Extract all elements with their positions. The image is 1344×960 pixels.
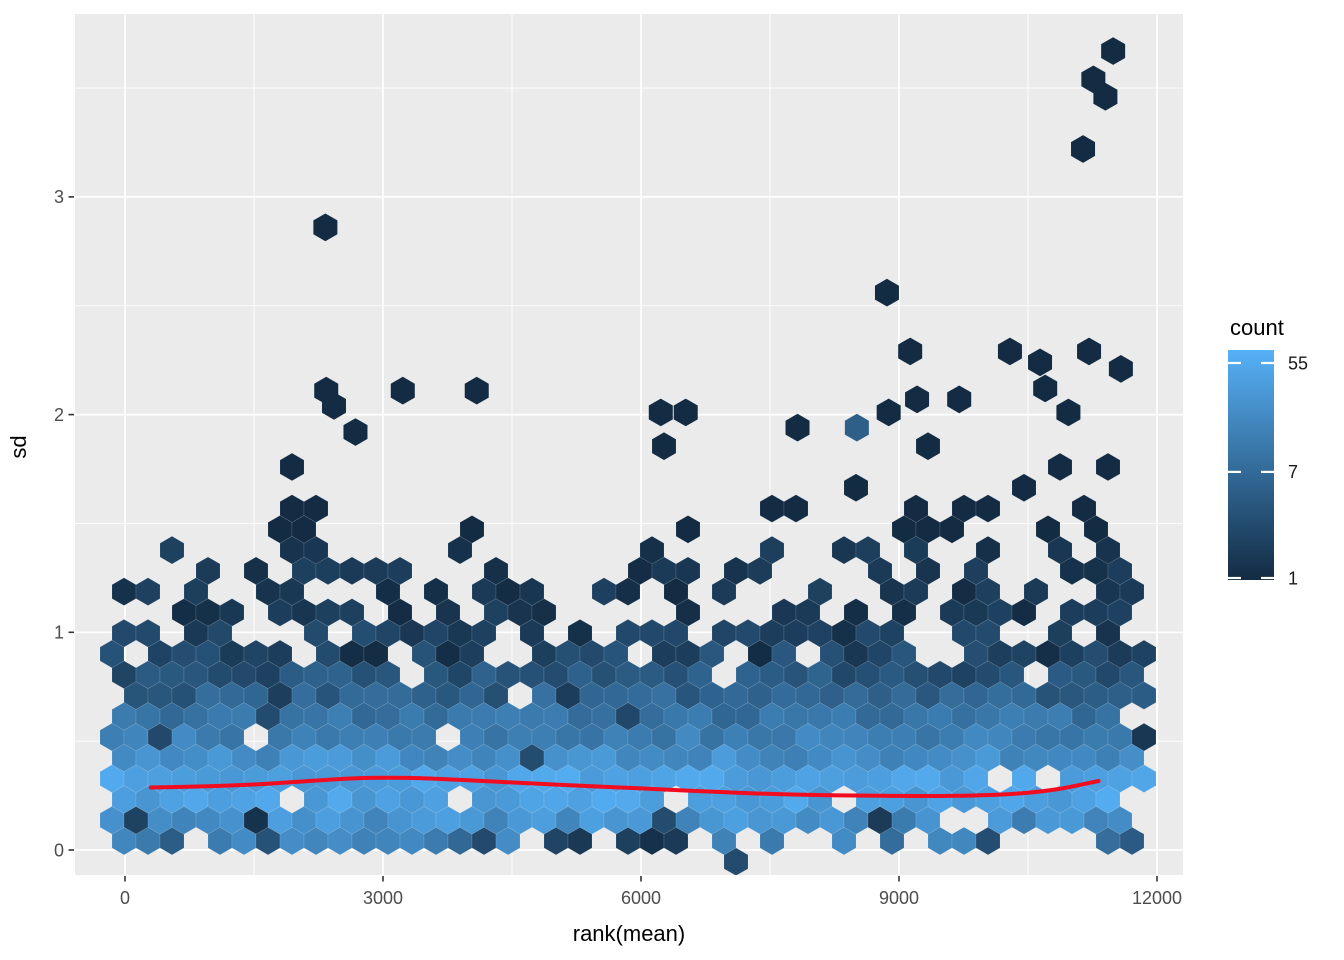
- hex-bin-outlier: [464, 376, 489, 405]
- hex-bin: [483, 556, 509, 585]
- hex-bin: [843, 598, 869, 627]
- hex-bin: [651, 432, 677, 461]
- x-tick-label: 6000: [621, 888, 661, 908]
- y-axis-title: sd: [6, 435, 31, 458]
- hex-bin: [303, 494, 329, 523]
- hex-bin: [915, 432, 941, 461]
- hex-bin: [219, 598, 245, 627]
- hex-bin: [387, 556, 413, 585]
- legend-tick-label: 7: [1288, 462, 1298, 482]
- hex-bin: [1035, 515, 1061, 544]
- hex-bin: [807, 577, 833, 606]
- legend-labels: 55 7 1: [1288, 353, 1308, 588]
- hex-bin: [675, 515, 701, 544]
- hex-bin: [159, 535, 185, 565]
- hex-bin: [423, 577, 449, 606]
- hex-bin: [243, 556, 269, 585]
- hex-bin: [1071, 494, 1097, 523]
- legend-tick-label: 55: [1288, 353, 1308, 373]
- hex-bin-outlier: [1093, 82, 1118, 111]
- hex-bin: [519, 577, 545, 606]
- hex-bin: [639, 535, 665, 565]
- hex-bin-outlier: [874, 278, 899, 307]
- hex-bin: [843, 473, 869, 502]
- x-axis: 0 3000 6000 9000 12000: [120, 876, 1182, 908]
- smooth-trend-line: [148, 775, 1101, 799]
- color-legend: count 55 7 1: [1228, 315, 1308, 588]
- x-tick-label: 0: [120, 888, 130, 908]
- x-tick-label: 12000: [1132, 888, 1182, 908]
- hex-bin: [135, 577, 161, 606]
- hex-bin-outlier: [1081, 65, 1106, 94]
- hex-bin: [339, 598, 365, 627]
- y-tick-label: 1: [54, 623, 64, 643]
- hex-bin-outlier: [947, 385, 972, 414]
- hex-bin-outlier: [390, 376, 415, 405]
- hex-bin-outlier: [876, 398, 901, 427]
- legend-title: count: [1230, 315, 1284, 340]
- hex-bin-outlier: [1071, 135, 1096, 163]
- hex-bin-outlier: [343, 418, 368, 446]
- hex-bin: [903, 494, 929, 523]
- hex-bin: [855, 535, 881, 565]
- legend-ticks: [1228, 361, 1274, 580]
- hex-bin: [135, 619, 161, 648]
- hex-bin-outlier: [673, 398, 698, 427]
- hex-bin: [1131, 723, 1157, 752]
- hex-bin: [759, 535, 785, 565]
- x-tick-label: 3000: [363, 888, 403, 908]
- hex-bin: [459, 515, 485, 544]
- y-tick-label: 2: [54, 405, 64, 425]
- hex-bin: [279, 452, 305, 482]
- hex-bin: [1023, 577, 1049, 606]
- hex-bin: [1131, 639, 1157, 669]
- hex-bin: [975, 494, 1001, 523]
- hex-bin: [1047, 452, 1073, 482]
- hex-bin-outlier: [1108, 355, 1133, 383]
- hex-bin: [783, 494, 809, 523]
- hex-bin: [567, 619, 593, 648]
- hex-bin: [675, 556, 701, 585]
- y-tick-label: 0: [54, 840, 64, 860]
- hex-bin-outlier: [313, 213, 338, 242]
- hex-bin-outlier: [1033, 374, 1058, 403]
- legend-tick-label: 1: [1288, 568, 1298, 588]
- hex-bin-outlier: [1056, 398, 1081, 427]
- hex-bin-outlier: [905, 385, 930, 414]
- hex-bin-outlier: [321, 392, 346, 420]
- hex-bin-outlier: [898, 337, 923, 366]
- hexbin-layer: [99, 37, 1157, 875]
- hex-bin-outlier: [997, 337, 1022, 366]
- hex-bin: [195, 556, 221, 585]
- hex-bin: [1095, 452, 1121, 482]
- hex-bin-outlier: [1028, 348, 1053, 377]
- legend-gradient-bar: [1228, 350, 1274, 580]
- x-axis-title: rank(mean): [573, 921, 685, 946]
- hex-bin-outlier: [648, 398, 673, 427]
- hex-bin-outlier: [785, 413, 810, 442]
- hex-bin: [1011, 473, 1037, 502]
- hex-bin-outlier: [1101, 37, 1126, 65]
- hex-bin: [975, 535, 1001, 565]
- y-axis: 0 1 2 3: [54, 187, 74, 860]
- y-tick-label: 3: [54, 187, 64, 207]
- hex-bin-outlier: [1077, 337, 1102, 366]
- hex-bin: [267, 639, 293, 669]
- x-tick-label: 9000: [879, 888, 919, 908]
- hex-bin-outlier: [844, 413, 869, 442]
